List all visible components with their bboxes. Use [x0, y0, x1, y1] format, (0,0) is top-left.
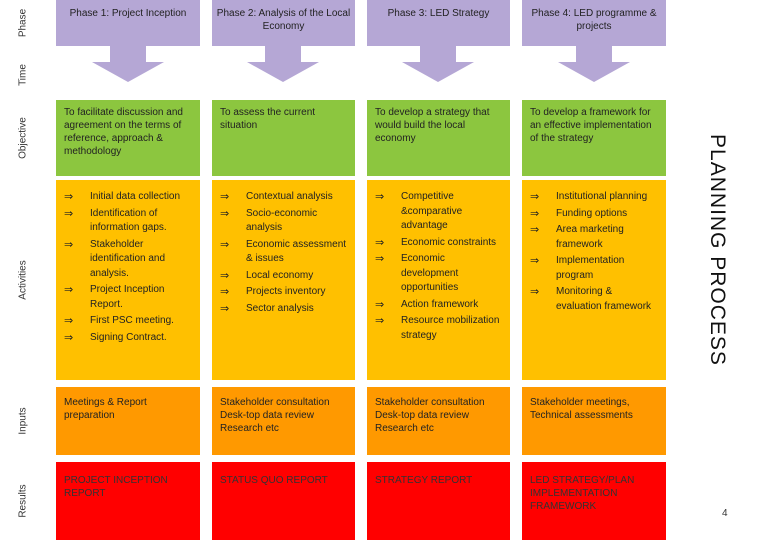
- arrow-bullet-icon: ⇒: [64, 284, 74, 296]
- list-item: ⇒ First PSC meeting.: [64, 315, 174, 327]
- page-number: 4: [722, 508, 728, 519]
- list-item: ⇒ Economic development opportunities: [375, 253, 459, 293]
- list-item: ⇒ Resource mobilization strategy: [375, 315, 500, 341]
- inputs-cell-1: Meetings & Report preparation: [56, 387, 200, 455]
- arrow-bullet-icon: ⇒: [375, 298, 385, 311]
- arrow-bullet-icon: ⇒: [375, 315, 385, 327]
- list-item: ⇒ Projects inventory: [220, 286, 326, 298]
- list-item: ⇒ Institutional planning: [530, 191, 648, 203]
- list-item: ⇒ Local economy: [220, 269, 314, 282]
- planning-process-title: PLANNING PROCESS: [706, 134, 729, 366]
- arrow-bullet-icon: ⇒: [530, 286, 540, 298]
- activities-cell-2: ⇒ Contextual analysis ⇒ Socio-economic ana…: [212, 180, 355, 380]
- list-item: ⇒ Contextual analysis: [220, 191, 333, 203]
- arrow-bullet-icon: ⇒: [530, 255, 540, 267]
- inputs-line: Stakeholder consultation: [220, 397, 330, 408]
- row-label-activities: Activities: [17, 260, 29, 300]
- inputs-line: Desk-top data review: [220, 410, 314, 421]
- row-label-objective: Objective: [17, 117, 29, 159]
- time-arrow-3: [402, 46, 474, 82]
- list-item: ⇒ Funding options: [530, 207, 628, 220]
- arrow-bullet-icon: ⇒: [64, 191, 74, 203]
- results-cell-3: STRATEGY REPORT: [367, 462, 510, 540]
- activities-cell-1: ⇒ Initial data collection ⇒ Identification…: [56, 180, 200, 380]
- inputs-cell-3: Stakeholder consultation Desk-top data r…: [367, 387, 510, 455]
- arrow-bullet-icon: ⇒: [530, 207, 540, 220]
- list-item: ⇒ Action framework: [375, 298, 479, 311]
- list-item: ⇒ Economic assessment & issues: [220, 238, 347, 265]
- arrow-bullet-icon: ⇒: [64, 238, 74, 251]
- list-item: ⇒ Economic constraints: [375, 236, 497, 249]
- row-label-time: Time: [17, 64, 29, 86]
- arrow-bullet-icon: ⇒: [220, 207, 230, 220]
- results-cell-2: STATUS QUO REPORT: [212, 462, 355, 540]
- phase-box-1: Phase 1: Project Inception: [56, 0, 200, 46]
- list-item: ⇒ Competitive &comparative advantage: [375, 191, 463, 231]
- list-item: ⇒ Implementation program: [530, 255, 625, 281]
- arrow-bullet-icon: ⇒: [375, 253, 385, 265]
- arrow-bullet-icon: ⇒: [220, 302, 230, 315]
- list-item: ⇒ Monitoring & evaluation framework: [530, 286, 652, 312]
- inputs-line: Research etc: [220, 423, 279, 434]
- arrow-bullet-icon: ⇒: [220, 269, 230, 282]
- objective-cell-3: To develop a strategy that would build t…: [367, 100, 510, 176]
- time-arrow-4: [558, 46, 630, 82]
- time-arrow-1: [92, 46, 164, 82]
- arrow-bullet-icon: ⇒: [530, 191, 540, 203]
- inputs-cell-4: Stakeholder meetings, Technical assessme…: [522, 387, 666, 455]
- row-label-results: Results: [17, 484, 29, 518]
- arrow-bullet-icon: ⇒: [375, 236, 385, 249]
- row-label-inputs: Inputs: [17, 407, 29, 435]
- list-item: ⇒ Initial data collection: [64, 191, 181, 203]
- row-label-phase: Phase: [17, 8, 29, 38]
- arrow-bullet-icon: ⇒: [220, 286, 230, 298]
- inputs-cell-2: Stakeholder consultation Desk-top data r…: [212, 387, 355, 455]
- arrow-bullet-icon: ⇒: [64, 315, 74, 327]
- phase-box-4: Phase 4: LED programme & projects: [522, 0, 666, 46]
- time-arrow-2: [247, 46, 319, 82]
- arrow-bullet-icon: ⇒: [220, 191, 230, 203]
- list-item: ⇒ Area marketing framework: [530, 224, 624, 250]
- objective-cell-2: To assess the current situation: [212, 100, 355, 176]
- inputs-line: Meetings & Report preparation: [64, 397, 147, 421]
- list-item: ⇒ Socio-economic analysis: [220, 207, 318, 234]
- list-item: ⇒ Signing Contract.: [64, 331, 167, 344]
- arrow-bullet-icon: ⇒: [375, 191, 385, 203]
- arrow-bullet-icon: ⇒: [530, 224, 540, 236]
- arrow-bullet-icon: ⇒: [64, 331, 74, 344]
- activities-cell-3: ⇒ Competitive &comparative advantage ⇒ Eco…: [367, 180, 510, 380]
- objective-cell-1: To facilitate discussion and agreement o…: [56, 100, 200, 176]
- inputs-line: Desk-top data review: [375, 410, 469, 421]
- arrow-bullet-icon: ⇒: [220, 238, 230, 251]
- arrow-bullet-icon: ⇒: [64, 207, 74, 220]
- inputs-line: Stakeholder consultation: [375, 397, 485, 408]
- inputs-line: Stakeholder meetings, Technical assessme…: [530, 397, 633, 421]
- list-item: ⇒ Sector analysis: [220, 302, 314, 315]
- phase-box-3: Phase 3: LED Strategy: [367, 0, 510, 46]
- list-item: ⇒ Project Inception Report.: [64, 284, 165, 310]
- phase-box-2: Phase 2: Analysis of the Local Economy: [212, 0, 355, 46]
- results-cell-1: PROJECT INCEPTION REPORT: [56, 462, 200, 540]
- list-item: ⇒ Identification of information gaps.: [64, 207, 167, 234]
- list-item: ⇒ Stakeholder identification and analysis…: [64, 238, 166, 279]
- objective-cell-4: To develop a framework for an effective …: [522, 100, 666, 176]
- results-cell-4: LED STRATEGY/PLAN IMPLEMENTATION FRAMEWO…: [522, 462, 666, 540]
- activities-cell-4: ⇒ Institutional planning ⇒ Funding options…: [522, 180, 666, 380]
- inputs-line: Research etc: [375, 423, 434, 434]
